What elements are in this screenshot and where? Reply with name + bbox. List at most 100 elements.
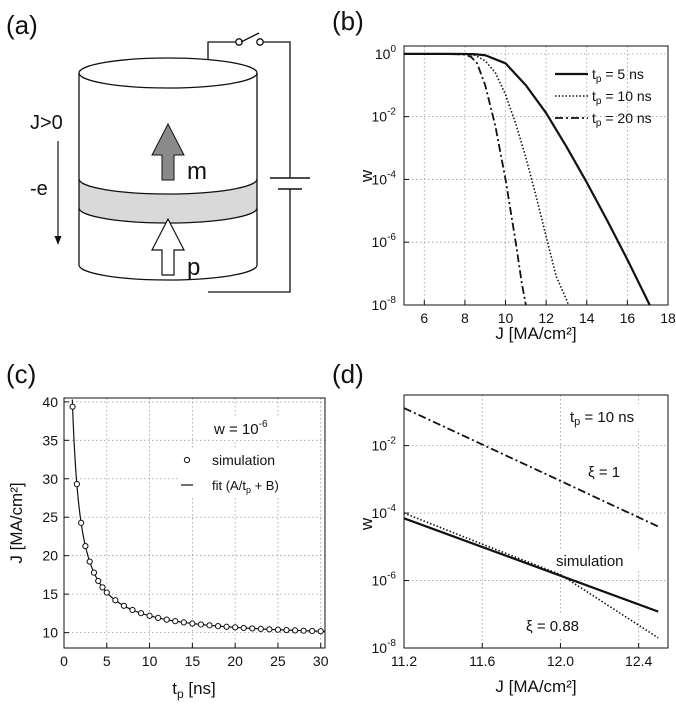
- legend-swatch-simulation: [183, 456, 191, 464]
- chart-c-frame: [63, 397, 326, 649]
- chart-c-points: [69, 403, 324, 635]
- series-line-simulation: [403, 517, 659, 613]
- simulation-point: [240, 624, 247, 632]
- chart-d-corner-label: tp = 10 ns: [570, 409, 634, 428]
- simulation-point: [95, 577, 102, 585]
- spacer-top-edge: [78, 178, 258, 195]
- y-tick-label: 10-6: [372, 571, 397, 589]
- chart-c-title: w = 10-6: [213, 419, 268, 438]
- chart-c-x-ticks: 0 5 10 15 20 25 30: [60, 643, 329, 669]
- x-tick-label: 0: [60, 653, 68, 669]
- simulation-point: [86, 558, 93, 565]
- panel-label-d: (d): [332, 359, 364, 389]
- chart-d-y-ticks: 10-2 10-4 10-6 10-8: [372, 436, 409, 656]
- legend-label-simulation: simulation: [212, 452, 275, 468]
- simulation-point: [197, 621, 205, 628]
- chart-c-legend: simulation fit (A/tp + B): [178, 450, 320, 496]
- y-tick-label: 10-2: [372, 107, 397, 125]
- x-tick-label: 25: [270, 653, 286, 669]
- simulation-point: [266, 626, 273, 633]
- simulation-point: [180, 619, 187, 626]
- simulation-point: [291, 627, 299, 634]
- simulation-point: [82, 542, 89, 550]
- y-tick-label: 30: [42, 471, 58, 487]
- chart-b-y-ticks: 100 10-2 10-4 10-6 10-8: [372, 44, 409, 313]
- simulation-point: [309, 627, 316, 635]
- y-tick-label: 10-2: [372, 436, 397, 454]
- x-tick-label: 8: [461, 310, 469, 326]
- chart-c-x-label: tp [ns]: [172, 679, 216, 701]
- chart-c-legend-bg: [178, 450, 320, 496]
- simulation-point: [283, 626, 290, 634]
- chart-d: 11.2 11.6 12.0 12.4 10-2 10-4 10-6 10-8 tp = 1…: [357, 394, 669, 696]
- y-tick-label: 100: [375, 44, 397, 62]
- x-tick-label: 12.0: [547, 653, 574, 669]
- annotation-xi-088: ξ = 0.88: [526, 618, 579, 635]
- free-layer-arrow: [151, 122, 185, 181]
- chart-b-x-ticks: 6 8 10 12 14 16 18: [420, 300, 676, 326]
- y-tick-label: 25: [42, 509, 58, 525]
- series-line-10ns: [404, 53, 570, 306]
- x-tick-label: 14: [579, 310, 595, 326]
- circuit-wire: [207, 41, 291, 293]
- x-tick-label: 5: [103, 653, 111, 669]
- simulation-point: [120, 602, 128, 609]
- panel-label-b: (b): [332, 6, 364, 36]
- legend-label-10ns: tp = 10 ns: [592, 88, 652, 107]
- chart-d-y-label: w: [357, 517, 376, 531]
- series-line-xi-088: [403, 512, 659, 639]
- series-line-20ns: [404, 52, 527, 306]
- chart-d-series: [403, 407, 659, 639]
- chart-b-grid: [404, 46, 668, 305]
- simulation-point: [163, 616, 170, 623]
- simulation-point: [274, 626, 282, 633]
- cylinder-bottom: [78, 264, 258, 281]
- mtj-schematic: m p J>0 -e: [30, 32, 310, 293]
- simulation-point: [300, 627, 307, 634]
- annotation-simulation-bg: [552, 549, 642, 571]
- y-tick-label: 10-8: [372, 295, 397, 313]
- fixed-layer-label: p: [187, 254, 200, 281]
- y-tick-label: 35: [42, 432, 58, 448]
- legend-label-5ns: tp = 5 ns: [592, 66, 644, 85]
- simulation-point: [146, 612, 153, 619]
- chart-d-x-ticks: 11.2 11.6 12.0 12.4: [391, 643, 653, 669]
- spacer-layer: [79, 179, 257, 223]
- chart-c-y-ticks: 10 15 20 25 30 35 40: [42, 394, 69, 641]
- x-tick-label: 11.2: [391, 653, 417, 669]
- series-line-xi-1: [403, 407, 659, 528]
- simulation-point: [99, 584, 106, 591]
- chart-c-y-label: J [MA/cm²]: [7, 482, 26, 563]
- annotation-xi-1: ξ = 1: [588, 464, 620, 481]
- annotation-simulation: simulation: [556, 553, 624, 570]
- legend-label-20ns: tp = 20 ns: [592, 110, 652, 129]
- chart-c: 0 5 10 15 20 25 30 10 15 20 25 30 35 40 w = 10-6 sim…: [7, 394, 329, 701]
- chart-c-title-bg: [210, 418, 294, 440]
- chart-b-frame: [403, 45, 669, 306]
- simulation-point: [103, 589, 110, 596]
- chart-d-corner-label-bg: [566, 404, 662, 428]
- annotation-xi-088-bg: [522, 614, 586, 636]
- simulation-point: [129, 606, 136, 614]
- electron-label: -e: [30, 178, 48, 200]
- electron-flow-arrowhead: [54, 236, 62, 245]
- y-tick-label: 10-4: [372, 169, 397, 187]
- chart-d-frame: [403, 394, 669, 649]
- x-tick-label: 10: [142, 653, 158, 669]
- simulation-point: [112, 597, 119, 604]
- simulation-point: [90, 569, 98, 576]
- y-tick-label: 15: [42, 586, 58, 602]
- x-tick-label: 20: [227, 653, 243, 669]
- chart-b-legend: tp = 5 ns tp = 10 ns tp = 20 ns: [555, 66, 652, 129]
- simulation-point: [73, 481, 80, 488]
- chart-c-grid: [64, 398, 325, 648]
- chart-b: 6 8 10 12 14 16 18 100 10-2 10-4 10-6 10-8 J [MA/c…: [357, 44, 676, 343]
- simulation-point: [189, 620, 196, 627]
- x-tick-label: 12.4: [625, 653, 652, 669]
- simulation-point: [206, 622, 213, 629]
- simulation-point: [223, 623, 230, 630]
- chart-d-grid: [404, 395, 668, 648]
- x-tick-label: 6: [420, 310, 428, 326]
- y-tick-label: 10-4: [372, 503, 397, 521]
